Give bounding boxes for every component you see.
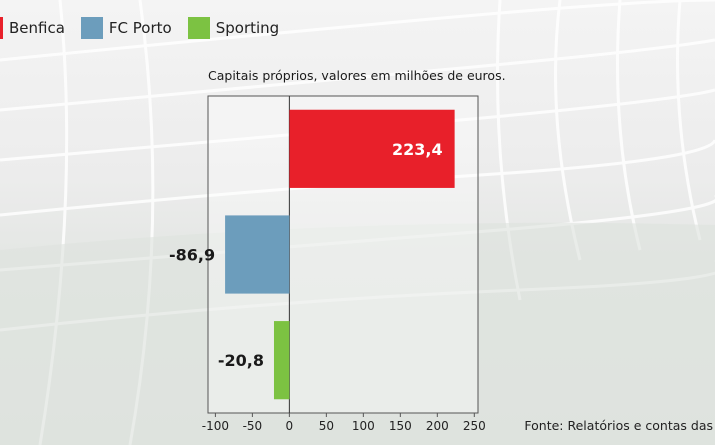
- x-tick-label: 250: [463, 419, 486, 433]
- legend-item-fc-porto: FC Porto: [80, 17, 172, 39]
- legend-label-benfica: Benfica: [9, 19, 65, 37]
- x-tick-label: 0: [286, 419, 294, 433]
- legend-swatch-sporting: [187, 17, 210, 39]
- legend-swatch-fc-porto: [80, 17, 103, 39]
- legend-label-fc-porto: FC Porto: [108, 19, 172, 37]
- x-tick-label: -50: [243, 419, 263, 433]
- source-note: Fonte: Relatórios e contas das: [524, 418, 713, 433]
- value-label-fc-porto: -86,9: [169, 246, 215, 265]
- legend-label-sporting: Sporting: [215, 19, 280, 37]
- legend: Benfica FC Porto Sporting: [0, 17, 295, 39]
- bar-sporting: [273, 321, 290, 400]
- x-tick-label: 50: [319, 419, 334, 433]
- value-label-sporting: -20,8: [218, 351, 264, 370]
- value-label-benfica: 223,4: [392, 140, 443, 159]
- x-tick-label: 150: [389, 419, 412, 433]
- chart-subtitle: Capitais próprios, valores em milhões de…: [208, 68, 506, 83]
- legend-item-benfica: Benfica: [0, 17, 65, 39]
- x-tick-label: 200: [426, 419, 449, 433]
- x-tick-label: -100: [202, 419, 229, 433]
- bar-fc-porto: [225, 215, 290, 294]
- legend-item-sporting: Sporting: [187, 17, 280, 39]
- legend-swatch-benfica: [0, 17, 3, 39]
- bar-benfica: [289, 109, 455, 188]
- x-tick-label: 100: [352, 419, 375, 433]
